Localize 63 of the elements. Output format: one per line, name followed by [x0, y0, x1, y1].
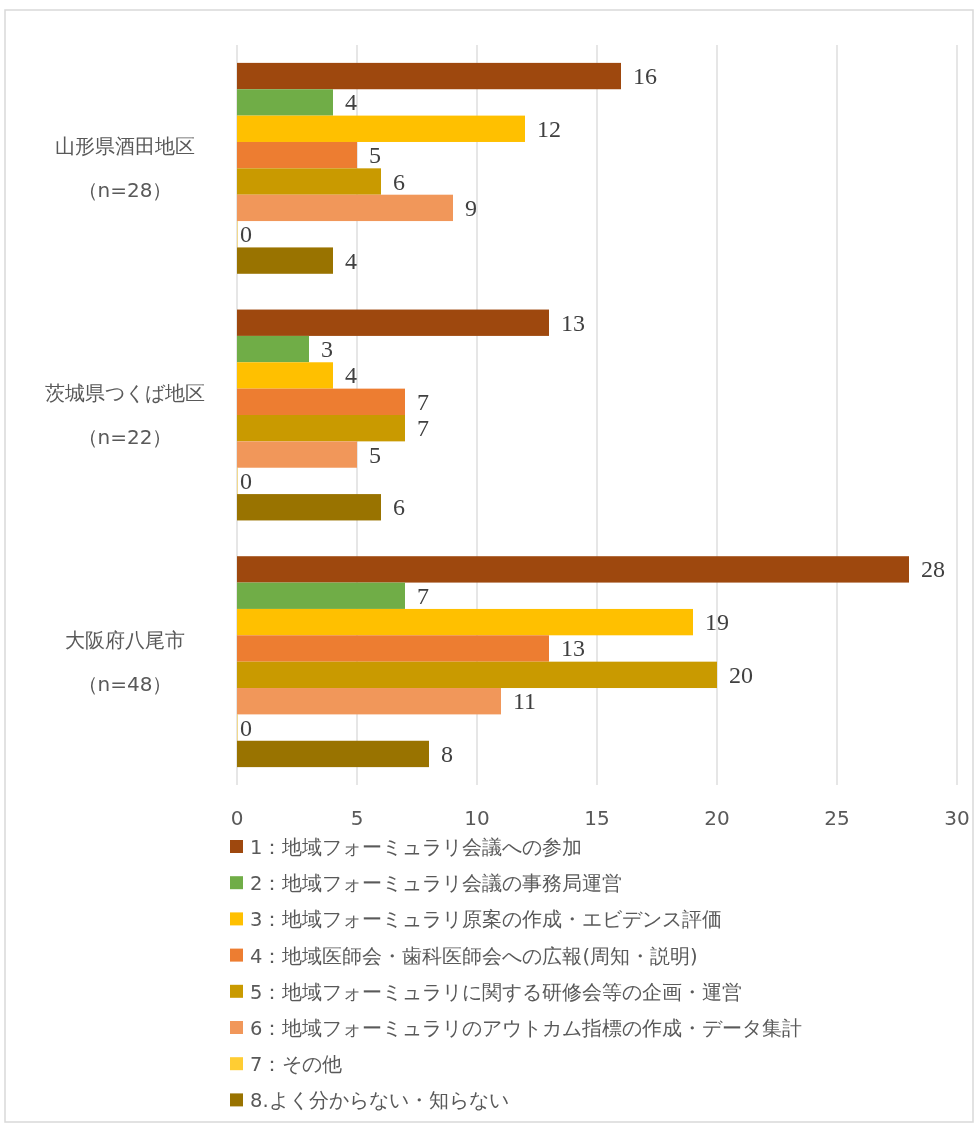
bar [237, 415, 405, 442]
data-label: 0 [240, 467, 252, 494]
data-label: 7 [417, 388, 429, 415]
x-tick-label: 15 [584, 806, 610, 830]
data-label: 13 [561, 309, 585, 336]
data-label: 12 [537, 115, 561, 142]
bar [237, 688, 501, 715]
data-label: 16 [633, 63, 657, 90]
x-tick-label: 25 [824, 806, 850, 830]
data-label: 0 [240, 221, 252, 248]
data-label: 19 [705, 609, 729, 636]
bar [237, 309, 549, 336]
bar [237, 362, 333, 389]
bar [237, 740, 429, 768]
bar [237, 115, 525, 142]
data-label: 5 [369, 441, 381, 468]
bar [237, 582, 405, 609]
bar [237, 89, 333, 116]
legend-label: 8.よく分からない・知らない [250, 1089, 509, 1113]
data-label: 7 [417, 582, 429, 609]
bar [237, 247, 333, 274]
data-label: 5 [369, 142, 381, 169]
y-tick-label: 大阪府八尾市（n=48） [64, 626, 186, 698]
data-label: 7 [417, 415, 429, 442]
y-tick-label: 山形県酒田地区（n=28） [54, 133, 196, 205]
bar [237, 194, 453, 222]
bar [237, 62, 621, 90]
y-tick-label: 茨城県つくば地区（n=22） [44, 380, 206, 451]
bar [237, 441, 357, 468]
legend-label: 7：その他 [250, 1053, 343, 1077]
x-tick-label: 20 [704, 806, 730, 830]
bar [237, 661, 717, 689]
legend-label: 6：地域フォーミュラリのアウトカム指標の作成・データ集計 [250, 1017, 803, 1040]
bar [237, 635, 549, 662]
data-label: 20 [729, 661, 753, 688]
x-tick-label: 30 [944, 806, 970, 830]
data-label: 28 [921, 556, 945, 583]
bar [237, 556, 909, 583]
data-label: 9 [465, 194, 477, 221]
legend-label: 4：地域医師会・歯科医師会への広報(周知・説明) [250, 944, 698, 968]
bar [237, 388, 405, 415]
bar [237, 141, 357, 169]
data-label: 6 [393, 494, 405, 521]
data-label: 4 [345, 247, 357, 274]
legend-label: 1：地域フォーミュラリ会議への参加 [250, 836, 583, 859]
bar [237, 494, 381, 521]
bar [237, 608, 693, 636]
x-tick-label: 0 [230, 806, 244, 830]
data-label: 0 [240, 714, 252, 741]
data-label: 6 [393, 168, 405, 195]
data-label: 4 [345, 89, 357, 116]
x-tick-label: 10 [464, 806, 490, 830]
data-label: 11 [513, 688, 537, 715]
x-tick-label: 5 [350, 806, 364, 830]
bar [237, 168, 381, 195]
data-label: 4 [345, 362, 357, 389]
legend-label: 5：地域フォーミュラリに関する研修会等の企画・運営 [250, 980, 743, 1004]
data-label: 13 [561, 635, 585, 662]
bar [237, 335, 309, 363]
data-label: 3 [321, 336, 333, 363]
legend-label: 3：地域フォーミュラリ原案の作成・エビデンス評価 [250, 908, 723, 932]
legend-label: 2：地域フォーミュラリ会議の事務局運営 [250, 872, 623, 896]
data-label: 8 [441, 740, 453, 767]
